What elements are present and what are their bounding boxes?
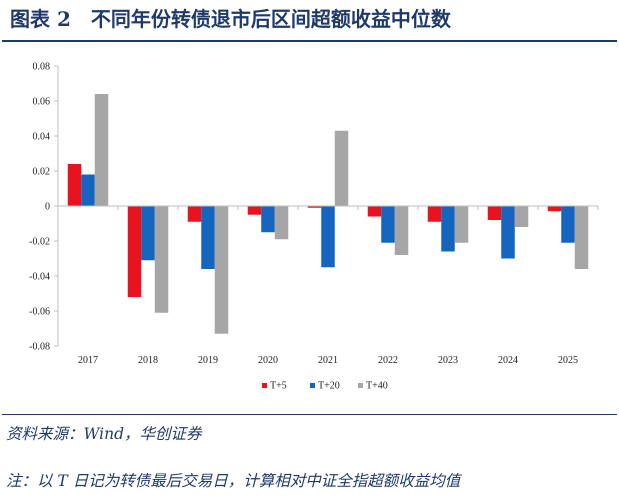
x-tick-label: 2020 <box>258 355 278 366</box>
y-axis-ticks: 0.08 0.06 0.04 0.02 0 -0.02 -0.04 -0.06 -0.08 <box>29 62 58 353</box>
bar-tplus5-2018 <box>127 206 142 297</box>
bar-tplus40-2023 <box>454 206 469 243</box>
bar-tplus5-2025 <box>547 206 562 212</box>
bar-tplus5-2020 <box>247 206 262 215</box>
bar-tplus40-2025 <box>574 206 589 269</box>
x-tick-label: 2018 <box>138 355 158 366</box>
x-tick-label: 2022 <box>378 355 398 366</box>
footnote: 注：以 T 日记为转债最后交易日，计算相对中证全指超额收益均值 <box>6 472 461 490</box>
legend-label: T+5 <box>270 381 287 392</box>
bar-tplus40-2017 <box>94 94 109 206</box>
bar-tplus20-2021 <box>321 206 335 268</box>
bar-tplus40-2024 <box>514 206 529 227</box>
bar-tplus20-2017 <box>81 174 95 206</box>
bar-tplus20-2022 <box>381 206 395 243</box>
bar-tplus5-2022 <box>367 206 382 217</box>
y-tick-label: -0.06 <box>29 307 50 318</box>
title-divider <box>2 40 617 42</box>
y-tick-label: -0.02 <box>29 237 50 248</box>
page-title: 图表 2 不同年份转债退市后区间超额收益中位数 <box>10 7 451 31</box>
y-tick-label: 0 <box>45 202 50 213</box>
bar-tplus20-2020 <box>261 206 275 233</box>
bar-tplus20-2023 <box>441 206 455 252</box>
legend: T+5 T+20 T+40 <box>262 381 388 392</box>
bar-tplus40-2020 <box>274 206 289 240</box>
x-tick-label: 2024 <box>498 355 518 366</box>
bar-tplus20-2018 <box>141 206 155 261</box>
x-axis-ticks: 2017 2018 2019 2020 2021 2022 2023 2024 2025 <box>78 355 578 366</box>
y-tick-label: -0.08 <box>29 342 50 353</box>
x-tick-label: 2021 <box>318 355 338 366</box>
x-tick-label: 2023 <box>438 355 458 366</box>
x-tick-label: 2025 <box>558 355 578 366</box>
bar-tplus20-2025 <box>561 206 575 243</box>
bar-tplus5-2021 <box>307 206 322 208</box>
legend-label: T+40 <box>366 381 388 392</box>
y-tick-label: 0.06 <box>33 97 51 108</box>
bar-tplus5-2017 <box>67 164 82 206</box>
legend-swatch <box>358 383 363 388</box>
y-tick-label: -0.04 <box>29 272 50 283</box>
source-divider <box>2 414 617 415</box>
y-tick-label: 0.08 <box>33 62 51 73</box>
y-tick-label: 0.04 <box>33 132 51 143</box>
bar-tplus5-2023 <box>427 206 442 222</box>
bar-tplus5-2019 <box>187 206 202 222</box>
y-tick-label: 0.02 <box>33 167 51 178</box>
bar-tplus40-2018 <box>154 206 169 313</box>
bar-tplus40-2022 <box>394 206 409 255</box>
bar-tplus40-2021 <box>334 130 349 206</box>
source-note: 资料来源：Wind，华创证券 <box>6 425 202 443</box>
legend-swatch <box>262 383 267 388</box>
bar-tplus20-2024 <box>501 206 515 259</box>
x-tick-label: 2019 <box>198 355 218 366</box>
bar-tplus5-2024 <box>487 206 502 220</box>
bar-tplus20-2019 <box>201 206 215 269</box>
bar-chart: 0.08 0.06 0.04 0.02 0 -0.02 -0.04 -0.06 -0.08 20… <box>29 62 599 392</box>
bars <box>67 94 599 334</box>
legend-swatch <box>310 383 315 388</box>
legend-label: T+20 <box>318 381 340 392</box>
x-tick-label: 2017 <box>78 355 98 366</box>
bar-tplus40-2019 <box>214 206 229 334</box>
